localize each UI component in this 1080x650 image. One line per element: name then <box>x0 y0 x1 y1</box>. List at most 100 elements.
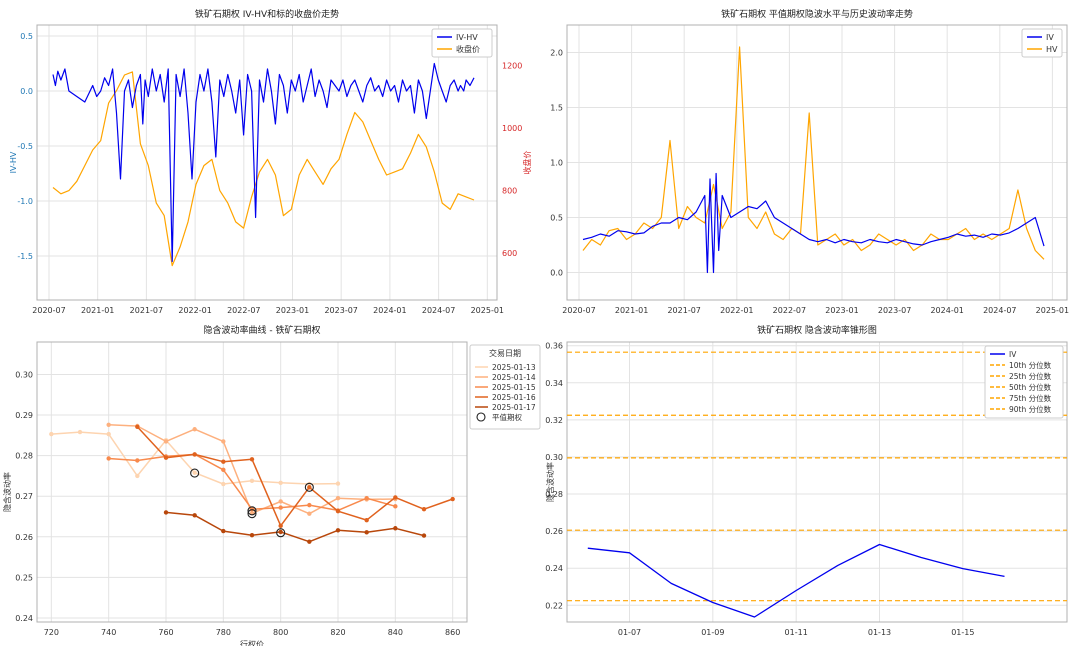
c3-point-2025-01-14 <box>221 439 226 444</box>
c3-y-tick-label: 0.25 <box>15 573 33 582</box>
c2-x-tick-label: 2022-07 <box>773 306 806 315</box>
c3-legend-label: 2025-01-17 <box>492 403 536 412</box>
c3-point-2025-01-16 <box>221 459 226 464</box>
c3-legend-label: 2025-01-14 <box>492 373 536 382</box>
c4-y-tick-label: 0.24 <box>545 564 563 573</box>
c1-x-tick-label: 2023-07 <box>324 306 357 315</box>
c2-x-tick-label: 2025-01 <box>1036 306 1069 315</box>
c2-y-tick-label: 0.0 <box>550 269 563 278</box>
c1-y2-tick-label: 600 <box>502 249 517 258</box>
c3-point-2025-01-14 <box>106 422 111 427</box>
c3-atm-marker <box>304 482 314 492</box>
c3-x-tick-label: 740 <box>101 628 116 637</box>
c3-point-2025-01-13 <box>192 470 197 475</box>
c3-atm-marker <box>276 528 286 538</box>
c3-point-2025-01-14 <box>335 496 341 501</box>
c3-x-tick-label: 780 <box>216 628 231 637</box>
c1-y-tick-label: -1.0 <box>17 197 33 206</box>
c4-legend-box <box>984 345 1064 419</box>
c3-point-2025-01-16 <box>278 523 283 529</box>
c4-y-tick-label: 0.28 <box>545 490 563 499</box>
c3-legend-label: 2025-01-16 <box>492 393 536 402</box>
c3-legend-label: 平值期权 <box>492 412 522 422</box>
c3-y-tick-label: 0.27 <box>15 492 33 501</box>
c1-frame <box>36 24 498 301</box>
c3-point-2025-01-14 <box>192 427 197 432</box>
c2-legend-label: HV <box>1046 45 1058 54</box>
c3-point-2025-01-13 <box>335 481 341 486</box>
c3-point-2025-01-16 <box>307 485 312 490</box>
c4-ylabel: 隐含波动率 <box>545 462 555 502</box>
c2-y-tick-label: 0.5 <box>550 214 563 223</box>
c3-point-2025-01-17 <box>335 528 341 533</box>
c1-legend-label: 收盘价 <box>456 44 480 54</box>
c2-x-tick-label: 2023-07 <box>878 306 911 315</box>
c3-y-tick-label: 0.30 <box>15 370 33 379</box>
c3-point-2025-01-16 <box>163 455 169 460</box>
c4-x-tick-label: 01-09 <box>701 628 724 637</box>
c1-x-tick-label: 2025-01 <box>471 306 504 315</box>
c3-point-2025-01-13 <box>106 431 111 437</box>
c4-title: 铁矿石期权 隐含波动率锥形图 <box>757 324 877 336</box>
c2-y-tick-label: 1.5 <box>550 104 563 113</box>
c3-x-tick-label: 720 <box>44 628 59 637</box>
c2-legend-box <box>1021 28 1063 58</box>
c4-frame <box>566 341 1068 623</box>
c4-y-tick-label: 0.22 <box>545 601 563 610</box>
c2-x-tick-label: 2022-01 <box>720 306 753 315</box>
c2-x-tick-label: 2024-01 <box>930 306 963 315</box>
c3-point-2025-01-16 <box>249 457 255 462</box>
c3-line-2025-01-13 <box>51 431 339 485</box>
c4-legend-label: IV <box>1009 350 1017 359</box>
c3-point-2025-01-16 <box>192 452 197 457</box>
c3-point-2025-01-16 <box>421 506 427 512</box>
c3-x-tick-label: 860 <box>445 628 460 637</box>
c2-line-hv <box>582 46 1045 260</box>
c3-legend-box <box>469 344 541 430</box>
c2-x-tick-label: 2021-07 <box>667 306 700 315</box>
c3-point-2025-01-13 <box>278 480 283 486</box>
c4-x-tick-label: 01-11 <box>785 628 808 637</box>
c1-line-close <box>52 71 475 267</box>
c3-atm-marker <box>190 468 200 478</box>
c1-y2-tick-label: 1000 <box>502 124 522 133</box>
c3-point-2025-01-17 <box>163 510 169 515</box>
c4-legend-label: 50th 分位数 <box>1009 382 1052 392</box>
c3-point-2025-01-15 <box>106 456 111 461</box>
c3-atm-marker <box>247 506 257 516</box>
c1-title: 铁矿石期权 IV-HV和标的收盘价走势 <box>195 8 339 20</box>
c1-x-tick-label: 2024-07 <box>422 306 455 315</box>
c3-point-2025-01-16 <box>335 509 341 514</box>
c1-y-tick-label: -0.5 <box>17 142 33 151</box>
c3-point-2025-01-17 <box>421 533 427 538</box>
c4-y-tick-label: 0.36 <box>545 342 563 351</box>
c1-y2-tick-label: 800 <box>502 187 517 196</box>
c1-line-iv-hv <box>52 62 475 263</box>
c2-x-tick-label: 2023-01 <box>825 306 858 315</box>
c3-point-2025-01-15 <box>278 505 283 510</box>
c3-point-2025-01-17 <box>278 529 283 535</box>
c4-x-tick-label: 01-15 <box>951 628 974 637</box>
c2-y-tick-label: 2.0 <box>550 49 563 58</box>
c2-legend-label: IV <box>1046 33 1054 42</box>
c1-x-tick-label: 2020-07 <box>32 306 65 315</box>
c3-x-tick-label: 840 <box>388 628 403 637</box>
c4-y-tick-label: 0.30 <box>545 453 563 462</box>
c1-y2label: 收盘价 <box>522 151 532 175</box>
c3-point-2025-01-17 <box>249 532 255 538</box>
c2-y-tick-label: 1.0 <box>550 159 563 168</box>
c3-point-2025-01-13 <box>49 431 54 437</box>
c3-point-2025-01-15 <box>393 504 398 509</box>
c3-x-tick-label: 820 <box>330 628 345 637</box>
c3-x-tick-label: 800 <box>273 628 288 637</box>
c2-title: 铁矿石期权 平值期权隐波水平与历史波动率走势 <box>721 8 913 20</box>
c3-title: 隐含波动率曲线 - 铁矿石期权 <box>204 324 321 336</box>
c2-x-tick-label: 2020-07 <box>562 306 595 315</box>
c3-xlabel: 行权价 <box>240 639 264 646</box>
c4-y-tick-label: 0.34 <box>545 379 563 388</box>
c3-legend-label: 2025-01-15 <box>492 383 536 392</box>
c3-legend-title: 交易日期 <box>489 348 521 358</box>
c3-point-2025-01-16 <box>364 517 369 523</box>
c3-point-2025-01-17 <box>192 513 197 518</box>
